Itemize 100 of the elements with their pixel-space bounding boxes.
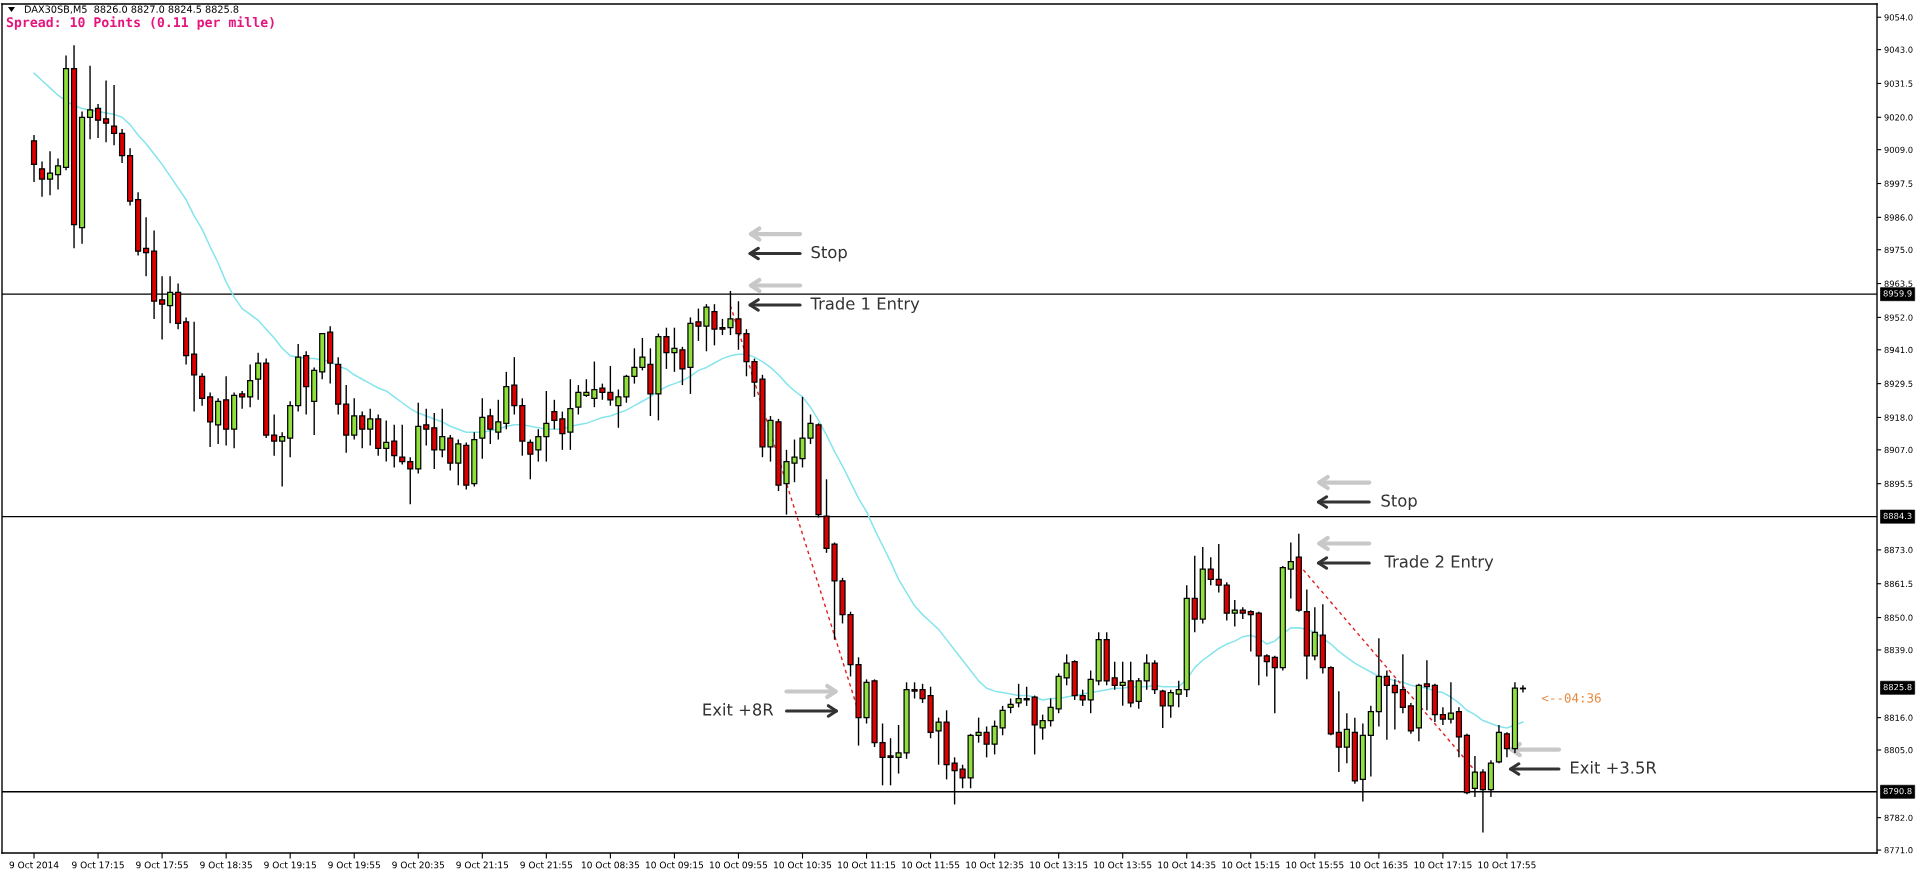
text: <--04:36: [1541, 693, 1601, 703]
candlestick: [1215, 543, 1222, 594]
candlestick: [1015, 683, 1022, 709]
x-tick-label: 10 Oct 16:35: [1350, 861, 1408, 869]
candlestick: [1391, 678, 1398, 731]
annotation: Trade 1 Entry: [810, 297, 920, 313]
candlestick: [351, 397, 358, 441]
text: Spread: 10 Points (0.11 per mille): [6, 16, 274, 30]
candlestick: [1119, 661, 1126, 707]
candlestick: [1127, 661, 1134, 709]
line-series: [33, 72, 1524, 729]
candlestick: [1423, 659, 1430, 711]
x-tick-label: 10 Oct 09:15: [645, 861, 704, 869]
candlestick: [279, 431, 286, 488]
candlestick: [423, 407, 430, 447]
x-tick-label: 10 Oct 12:35: [966, 861, 1024, 869]
candlestick: [1263, 653, 1270, 678]
x-tick-label: 10 Oct 13:55: [1094, 861, 1152, 869]
candlestick: [543, 390, 550, 463]
candlestick: [247, 363, 254, 408]
x-tick-label: 9 Oct 19:15: [264, 861, 316, 869]
candlestick: [439, 407, 446, 458]
candlestick: [487, 407, 494, 445]
candlestick: [1087, 669, 1094, 714]
ref-line-label: 8959.9: [1883, 290, 1912, 297]
y-tick-label: 8771.0: [1884, 847, 1913, 854]
candlestick: [199, 372, 206, 407]
y-tick-label: 8873.0: [1884, 546, 1913, 554]
candlestick: [511, 356, 518, 416]
candlestick: [1023, 686, 1030, 707]
candlestick: [1271, 655, 1278, 714]
candlestick: [1207, 556, 1214, 586]
text: Exit +3.5R: [1570, 761, 1657, 774]
annotation: Trade 2 Entry: [1384, 555, 1494, 571]
candlestick: [271, 413, 278, 457]
candlestick: [1247, 609, 1254, 653]
candlestick: [1439, 706, 1447, 726]
x-tick-label: 10 Oct 15:55: [1286, 861, 1344, 869]
x-tick-label: 10 Oct 11:15: [838, 861, 896, 869]
candlestick: [38, 160, 46, 198]
candlestick: [367, 407, 374, 447]
candlestick: [255, 352, 262, 401]
x-tick-label: 10 Oct 15:15: [1222, 861, 1280, 869]
candlestick: [1503, 731, 1511, 759]
candlestick: [54, 157, 62, 191]
candlestick: [391, 424, 398, 469]
x-tick-label: 9 Oct 17:15: [72, 861, 124, 869]
y-tick-label: 8929.5: [1884, 380, 1913, 387]
y-tick-label: 8952.0: [1884, 314, 1913, 321]
candlestick: [1399, 653, 1406, 714]
ref-line-label: 8790.8: [1883, 787, 1912, 795]
candlestick: [102, 79, 110, 144]
annotation: Exit +8R: [703, 703, 774, 716]
y-tick-label: 9054.0: [1884, 14, 1913, 21]
candlestick: [1111, 661, 1118, 691]
candlestick: [479, 397, 486, 460]
x-tick-label: 10 Oct 17:55: [1478, 861, 1536, 869]
y-tick-label: 8975.0: [1884, 246, 1913, 254]
candlestick: [495, 399, 502, 441]
candlestick: [527, 438, 534, 480]
y-tick-label: 9009.0: [1884, 146, 1913, 153]
x-tick-label: 9 Oct 17:55: [136, 861, 188, 869]
x-tick-label: 9 Oct 2014: [9, 861, 59, 869]
candlestick: [575, 384, 582, 416]
candlestick: [1143, 653, 1150, 691]
candlestick: [559, 410, 566, 451]
y-tick-label: 8861.5: [1884, 580, 1913, 588]
y-tick-label: 8850.0: [1884, 614, 1913, 621]
candlestick: [431, 412, 438, 470]
y-tick-label: 8997.5: [1884, 180, 1913, 187]
candlestick: [191, 321, 198, 413]
annotation: Stop: [1381, 494, 1417, 510]
candlestick: [1311, 606, 1318, 661]
candlestick: [1287, 541, 1294, 600]
y-tick-label: 9031.5: [1884, 80, 1913, 87]
y-tick-label: 9020.0: [1884, 114, 1913, 121]
candlestick: [1047, 697, 1054, 728]
candlestick: [1383, 669, 1390, 741]
x-tick-label: 10 Oct 17:15: [1414, 861, 1472, 869]
y-tick-label: 8986.0: [1884, 214, 1913, 221]
candlestick: [535, 428, 542, 463]
candlestick: [383, 419, 390, 463]
candlestick: [407, 456, 414, 505]
candlestick: [551, 399, 558, 430]
y-tick-label: 8963.5: [1884, 280, 1913, 287]
y-tick-label: 8816.0: [1884, 714, 1913, 721]
x-tick-label: 9 Oct 20:35: [392, 861, 445, 869]
candlestick: [1191, 555, 1198, 633]
x-tick-label: 9 Oct 19:55: [328, 861, 380, 869]
candlestick: [1167, 688, 1174, 719]
candlestick: [455, 438, 462, 486]
y-tick-label: 9043.0: [1884, 46, 1913, 53]
candlestick: [1039, 713, 1046, 741]
candlestick: [110, 84, 118, 146]
x-tick-label: 10 Oct 14:35: [1158, 861, 1216, 869]
y-tick-label: 8907.0: [1884, 446, 1913, 454]
candlestick: [94, 103, 102, 139]
candlestick: [1335, 690, 1342, 773]
y-tick-label: 8839.0: [1884, 646, 1913, 654]
y-tick-label: 8782.0: [1884, 814, 1913, 821]
